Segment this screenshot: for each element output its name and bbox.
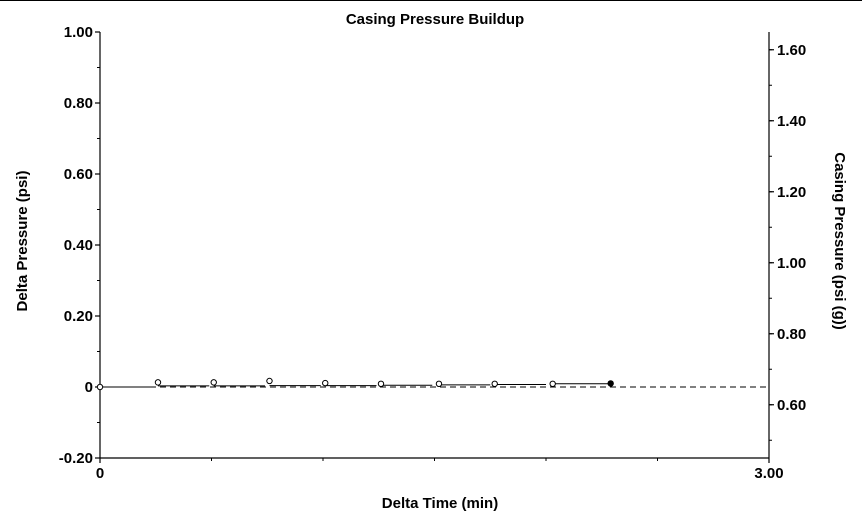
data-point xyxy=(377,380,385,388)
chart-title: Casing Pressure Buildup xyxy=(346,11,524,28)
x-axis-label: Delta Time (min) xyxy=(382,495,498,512)
ticks: -0.2000.200.400.600.801.000.600.801.001.… xyxy=(59,24,806,482)
x-tick-label: 3.00 xyxy=(754,465,783,482)
data-point xyxy=(491,380,498,388)
y2-tick-label: 1.20 xyxy=(777,184,806,201)
y-tick-label: 0 xyxy=(85,379,93,396)
segments xyxy=(100,383,611,388)
y2-tick-label: 1.60 xyxy=(777,42,806,59)
data-point xyxy=(435,380,443,388)
data-point xyxy=(210,379,217,386)
y-tick-label: 0.20 xyxy=(64,308,93,325)
y2-tick-label: 1.00 xyxy=(777,255,806,272)
y2-axis-label: Casing Pressure (psi (g)) xyxy=(831,152,848,330)
y-tick-label: 1.00 xyxy=(64,24,93,41)
data-point xyxy=(266,377,273,385)
points xyxy=(96,377,614,391)
data-point xyxy=(96,383,104,391)
y-axis-label: Delta Pressure (psi) xyxy=(14,171,31,312)
y2-tick-label: 0.60 xyxy=(777,397,806,414)
y2-tick-label: 1.40 xyxy=(777,113,806,130)
plot-area xyxy=(99,32,770,459)
data-point xyxy=(322,379,329,387)
y-tick-label: -0.20 xyxy=(59,450,93,467)
y-tick-label: 0.60 xyxy=(64,166,93,183)
data-point-filled xyxy=(607,380,614,387)
x-tick-label: 0 xyxy=(96,465,104,482)
y-tick-label: 0.40 xyxy=(64,237,93,254)
data-point xyxy=(549,380,556,388)
data-point xyxy=(154,379,162,386)
y2-tick-label: 0.80 xyxy=(777,326,806,343)
y-tick-label: 0.80 xyxy=(64,95,93,112)
